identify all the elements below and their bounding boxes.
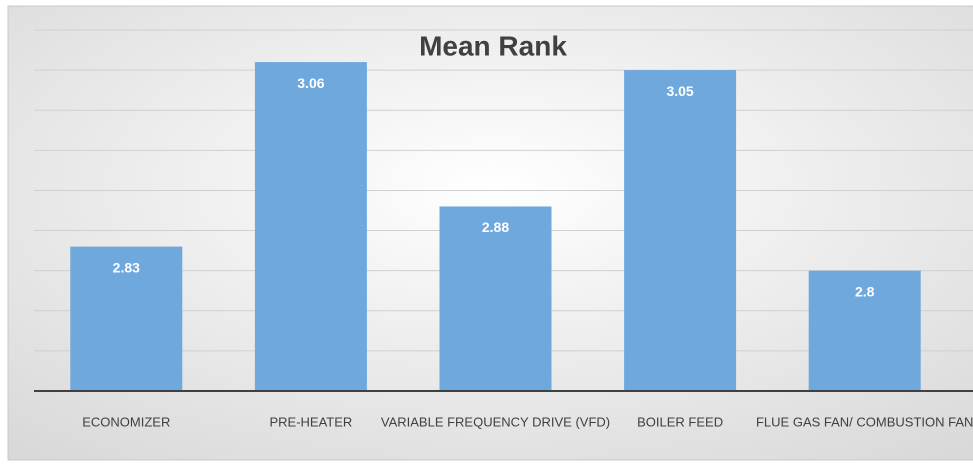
chart-title: Mean Rank (419, 30, 567, 61)
x-tick-label: FLUE GAS FAN/ COMBUSTION FAN (756, 414, 973, 429)
bar (624, 70, 737, 391)
x-tick-label: BOILER FEED (637, 414, 723, 429)
x-tick-label: ECONOMIZER (82, 414, 170, 429)
bar (808, 270, 921, 391)
data-label: 3.05 (666, 83, 693, 99)
bar (254, 62, 367, 391)
data-label: 2.88 (482, 219, 509, 235)
bar (70, 246, 183, 391)
x-tick-label: PRE-HEATER (269, 414, 352, 429)
bar (439, 206, 552, 391)
data-label: 2.83 (113, 259, 140, 275)
plot-area: 2.83 ECONOMIZER 3.06 PRE-HEATER 2.88 VARIABLE… (34, 29, 973, 429)
data-label: 3.06 (297, 75, 324, 91)
data-label: 2.8 (855, 283, 875, 299)
x-tick-label: VARIABLE FREQUENCY DRIVE (VFD) (381, 414, 610, 429)
